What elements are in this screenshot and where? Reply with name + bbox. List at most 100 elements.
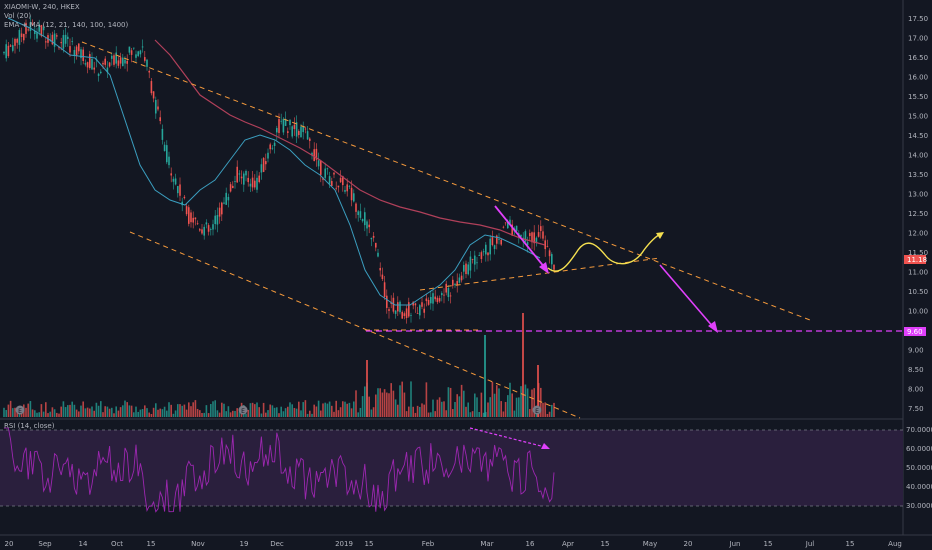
- candle-body: [309, 138, 311, 141]
- candle-body: [355, 203, 357, 212]
- price-axis-label: 11.00: [908, 269, 928, 277]
- volume-bar: [271, 405, 274, 417]
- volume-bar: [102, 412, 104, 417]
- candle-body: [192, 217, 194, 223]
- volume-bar: [317, 400, 320, 417]
- ema-fast-line: [7, 17, 541, 306]
- rsi-axis-label: 70.0000: [906, 426, 932, 434]
- volume-bar: [25, 407, 27, 417]
- ema-legend[interactable]: EMA + MA (12, 21, 140, 100, 1400): [4, 21, 129, 29]
- candle-body: [97, 73, 100, 76]
- volume-bar: [234, 410, 236, 417]
- volume-bar: [403, 392, 406, 417]
- candle-body: [172, 178, 175, 182]
- volume-bar: [496, 385, 498, 417]
- volume-bar: [152, 407, 155, 417]
- candle-body: [251, 177, 254, 188]
- rsi-divergence-line: [469, 427, 546, 448]
- volume-bar: [295, 408, 298, 417]
- candle-body: [507, 221, 509, 229]
- volume-bar: [106, 406, 109, 417]
- rsi-axis[interactable]: 70.0000 60.0000 50.0000 40.0000 30.0000: [906, 426, 932, 510]
- earnings-marker-1[interactable]: E: [15, 405, 25, 416]
- volume-bar: [408, 406, 410, 417]
- candle-body: [128, 46, 131, 53]
- volume-bar: [155, 403, 157, 417]
- candle-body: [447, 288, 450, 298]
- candle-body: [414, 303, 417, 306]
- volume-bar: [128, 405, 131, 417]
- candle-body: [269, 144, 271, 150]
- volume-bar: [86, 407, 89, 417]
- projection-curve: [547, 232, 663, 272]
- price-axis-label: 11.50: [908, 249, 928, 257]
- candle-body: [540, 226, 542, 231]
- volume-bar: [47, 413, 49, 417]
- candle-body: [496, 235, 498, 244]
- volume-bar: [212, 401, 214, 417]
- candle-body: [232, 185, 234, 189]
- candle-body: [249, 183, 252, 187]
- volume-bar: [287, 406, 289, 417]
- time-axis-label: 15: [764, 540, 773, 548]
- volume-bar: [269, 404, 271, 417]
- candle-body: [265, 161, 267, 165]
- volume-bar: [245, 413, 247, 417]
- price-axis[interactable]: 17.50 17.00 16.50 16.00 15.50 15.00 14.50 14.00…: [908, 15, 928, 413]
- price-axis-label: 13.00: [908, 191, 928, 199]
- volume-legend[interactable]: Vol (20): [4, 12, 32, 20]
- volume-bar: [419, 406, 421, 417]
- volume-bar: [159, 408, 161, 417]
- candle-body: [537, 232, 540, 237]
- volume-bar: [135, 406, 137, 417]
- volume-bar: [282, 411, 285, 417]
- volume-bar: [190, 406, 192, 417]
- candle-body: [7, 45, 10, 57]
- candle-body: [53, 33, 56, 47]
- candle-body: [392, 297, 395, 312]
- volume-bar: [309, 410, 311, 417]
- time-axis-label: 19: [240, 540, 249, 548]
- volume-bar: [31, 409, 34, 417]
- volume-bar: [300, 410, 302, 417]
- volume-bar: [69, 404, 71, 417]
- volume-bar: [293, 407, 296, 417]
- volume-bar: [137, 411, 139, 417]
- candle-body: [155, 99, 157, 114]
- candle-body: [212, 224, 214, 230]
- rsi-legend[interactable]: RSI (14, close): [4, 422, 55, 430]
- volume-bar: [150, 413, 153, 417]
- candle-body: [245, 170, 247, 176]
- candle-body: [207, 225, 210, 232]
- projection-arrow-head: [656, 232, 664, 239]
- earnings-marker-2[interactable]: E: [238, 405, 248, 416]
- volume-bar: [436, 399, 439, 417]
- volume-bar: [392, 390, 395, 417]
- candle-body: [36, 32, 38, 39]
- volume-bar: [405, 411, 408, 417]
- candle-body: [326, 168, 329, 170]
- volume-bar: [447, 387, 450, 417]
- earnings-marker-3[interactable]: E: [532, 405, 542, 416]
- volume-bar: [438, 397, 441, 417]
- time-axis-label: 16: [526, 540, 535, 548]
- symbol-legend[interactable]: XIAOMI-W, 240, HKEX: [4, 3, 80, 11]
- candle-body: [322, 178, 324, 180]
- time-axis[interactable]: 20 Sep 14 Oct 15 Nov 19 Dec 2019 15 Feb Mar 16 Apr 15 M…: [5, 540, 902, 548]
- candle-body: [485, 244, 487, 255]
- time-axis-label: 15: [601, 540, 610, 548]
- candle-body: [159, 117, 161, 122]
- candle-body: [58, 47, 60, 49]
- volume-bar: [465, 406, 467, 417]
- volume-bar: [104, 406, 106, 417]
- candle-body: [529, 233, 531, 237]
- candle-body: [119, 57, 122, 64]
- volume-bar: [249, 403, 252, 417]
- volume-bar: [199, 410, 201, 417]
- candle-body: [190, 212, 192, 223]
- down-arrow-2-head: [708, 321, 718, 333]
- candle-body: [69, 46, 71, 53]
- volume-bar: [500, 401, 502, 417]
- candle-body: [383, 282, 386, 297]
